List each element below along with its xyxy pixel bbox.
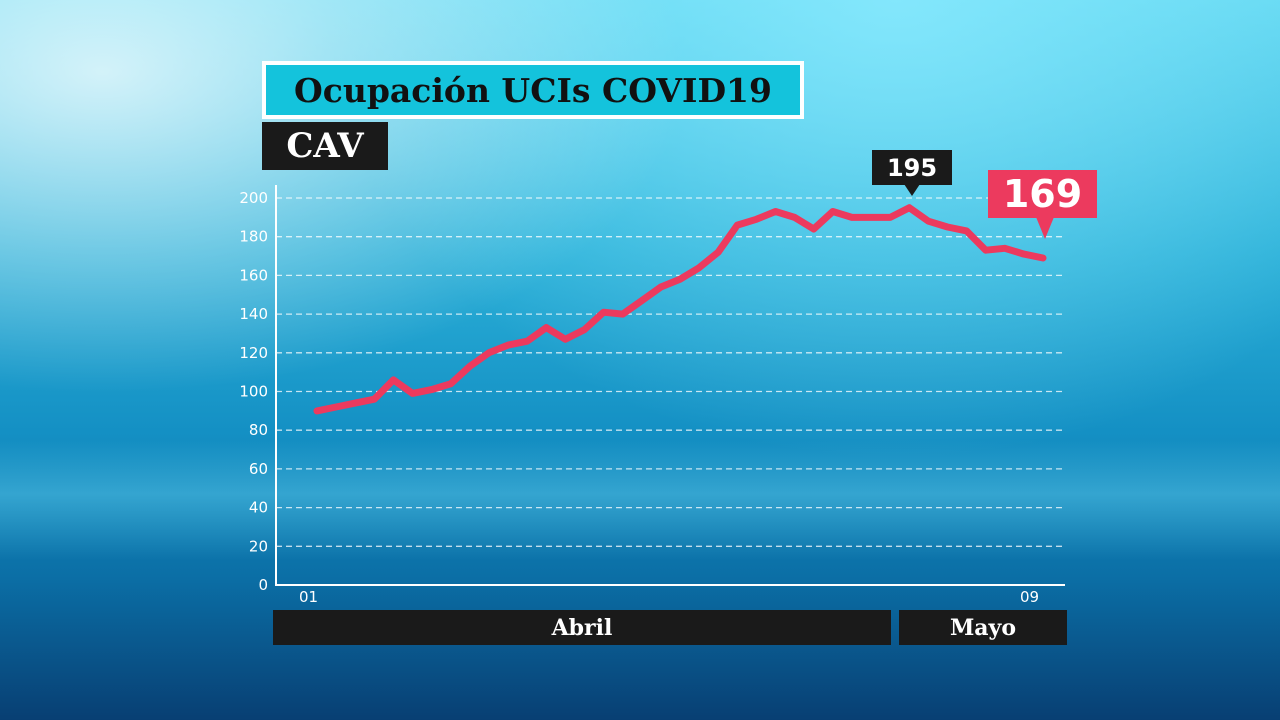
y-tick-label-180: 180 [239,228,268,246]
data-point-29 [849,214,855,220]
last-callout-pointer [1036,217,1054,239]
y-tick-label-80: 80 [249,421,268,439]
region-label-box: CAV [262,122,388,170]
data-point-9 [467,363,473,369]
month-label-mayo: Mayo [949,614,1017,641]
month-label-abril: Abril [551,614,613,641]
data-point-39 [1040,255,1046,261]
data-point-2 [333,404,339,410]
y-tick-label-100: 100 [239,383,268,401]
y-tick-label-60: 60 [249,460,268,478]
data-point-32 [906,205,912,211]
y-tick-label-160: 160 [239,266,268,284]
data-point-34 [945,224,950,230]
peak-value-label: 195 [886,153,938,182]
last-value-callout: 169 [988,170,1097,218]
data-point-26 [792,214,798,220]
y-tick-label-200: 200 [239,189,268,207]
series-line [313,204,1047,415]
data-point-30 [868,214,874,220]
y-tick-label-20: 20 [249,537,268,555]
data-point-13 [543,325,549,331]
x-tick-first-day: 01 [299,588,319,606]
data-point-33 [925,218,931,224]
data-point-20 [677,276,683,282]
y-tick-label-120: 120 [239,344,268,362]
data-point-5 [390,377,396,383]
data-point-16 [601,309,607,315]
data-point-1 [314,408,320,414]
data-point-14 [562,336,568,342]
chart-title-box: Ocupación UCIs COVID19 [262,61,804,119]
data-point-15 [582,327,587,333]
data-point-3 [352,400,358,406]
data-point-24 [753,216,759,222]
peak-value-callout: 195 [872,150,952,185]
data-point-31 [887,214,893,220]
data-point-27 [811,226,817,232]
data-point-11 [505,342,511,348]
data-point-28 [830,209,836,214]
month-bar-abril: Abril [273,610,891,645]
peak-callout-pointer [904,184,920,196]
data-point-12 [524,338,530,344]
data-point-4 [371,396,377,402]
data-point-17 [620,311,626,317]
data-point-10 [486,350,492,356]
region-label: CAV [286,126,364,166]
data-point-23 [734,222,740,228]
data-point-19 [658,284,664,290]
data-point-21 [696,265,702,271]
data-point-38 [1021,251,1027,257]
background-glow [0,440,1280,560]
month-bar-mayo: Mayo [899,610,1067,645]
data-point-25 [773,209,778,214]
y-tick-label-140: 140 [239,305,268,323]
data-point-35 [964,228,970,234]
data-point-7 [429,387,435,393]
data-point-18 [639,298,645,304]
data-point-36 [983,247,989,253]
last-value-label: 169 [1002,172,1083,216]
data-point-8 [448,381,454,387]
y-tick-label-0: 0 [258,576,268,594]
chart-title: Ocupación UCIs COVID19 [294,70,772,110]
data-point-6 [410,390,415,396]
x-tick-last-day: 09 [1020,588,1040,606]
y-tick-label-40: 40 [249,499,268,517]
data-point-22 [715,249,721,255]
data-point-37 [1002,245,1008,251]
